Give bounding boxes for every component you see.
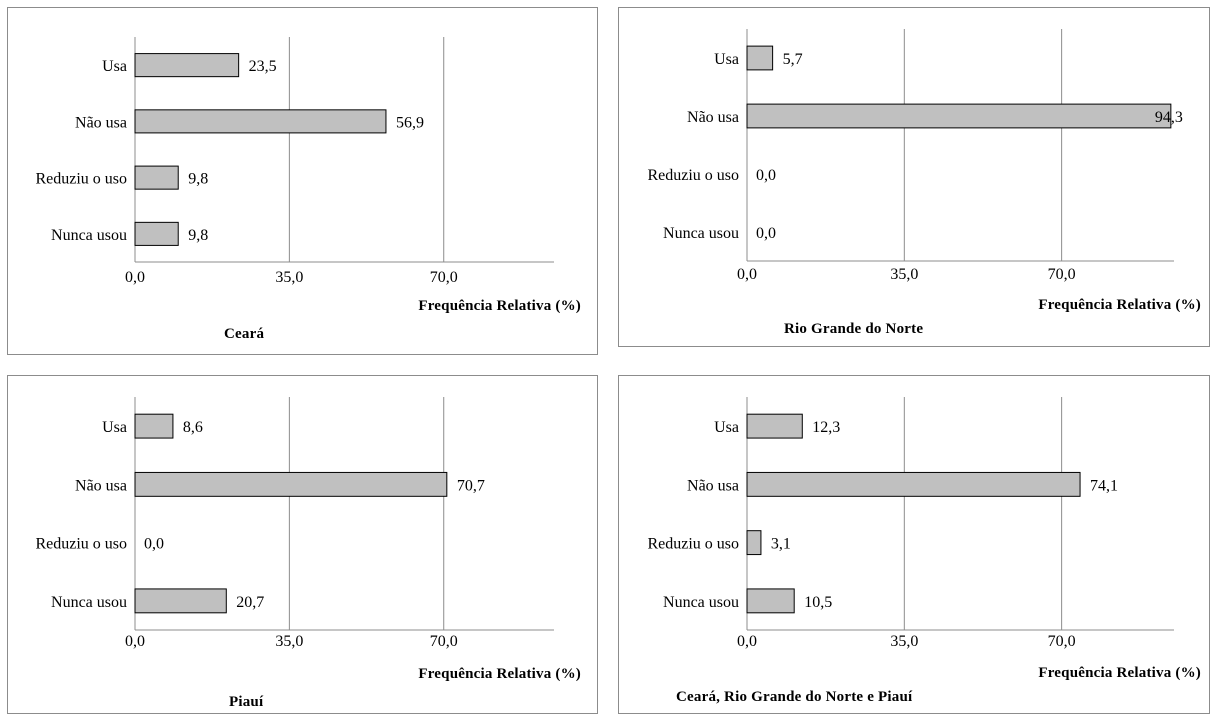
x-axis-title: Frequência Relativa (%): [1038, 665, 1201, 681]
category-label-reduziu-o-uso: Reduziu o uso: [647, 536, 739, 553]
x-tick-label-2: 35,0: [275, 633, 303, 650]
bar-nao-usa: [134, 109, 387, 134]
x-tick-label-1: 0,0: [737, 633, 757, 650]
bar-chart-rio-grande-do-norte: Usa 5,7 Não usa 94,3 Reduziu o uso 0,0 Nunca u…: [647, 29, 1201, 337]
x-tick-label-1: 0,0: [125, 633, 145, 650]
bar-reduziu-o-uso: [134, 165, 179, 190]
bar-chart-combined: Usa 12,3 Não usa 74,1 Reduziu o uso 3,1 Nunca …: [647, 397, 1201, 705]
value-label-nunca-usou: 20,7: [236, 594, 264, 611]
bar-nao-usa: [746, 103, 1172, 129]
x-axis-title: Frequência Relativa (%): [418, 666, 581, 682]
chart-panel-rio-grande-do-norte: Usa 5,7 Não usa 94,3 Reduziu o uso 0,0 Nunca u…: [618, 7, 1210, 347]
category-label-usa: Usa: [102, 58, 127, 75]
value-label-nunca-usou: 9,8: [188, 227, 208, 244]
chart-panel-combined: Usa 12,3 Não usa 74,1 Reduziu o uso 3,1 Nunca …: [618, 375, 1210, 714]
value-label-nao-usa: 70,7: [457, 477, 485, 494]
x-tick-label-3: 70,0: [1048, 633, 1076, 650]
value-label-nao-usa: 94,3: [1155, 109, 1183, 126]
category-label-reduziu-o-uso: Reduziu o uso: [35, 171, 127, 188]
x-tick-label-2: 35,0: [890, 266, 918, 283]
value-label-usa: 12,3: [812, 419, 840, 436]
chart-title: Piauí: [229, 694, 264, 710]
bar-nao-usa: [746, 471, 1081, 497]
category-label-usa: Usa: [102, 419, 127, 436]
value-label-reduziu-o-uso: 3,1: [771, 536, 791, 553]
category-label-usa: Usa: [714, 51, 739, 68]
category-label-nunca-usou: Nunca usou: [51, 227, 127, 244]
value-label-reduziu-o-uso: 0,0: [144, 536, 164, 553]
value-label-nao-usa: 56,9: [396, 114, 424, 131]
value-label-reduziu-o-uso: 9,8: [188, 171, 208, 188]
bar-usa: [134, 53, 240, 78]
value-label-nunca-usou: 10,5: [804, 594, 832, 611]
category-label-nao-usa: Não usa: [75, 114, 127, 131]
x-tick-label-2: 35,0: [890, 633, 918, 650]
x-tick-label-1: 0,0: [125, 269, 145, 286]
bar-nunca-usou: [134, 588, 227, 614]
x-tick-label-1: 0,0: [737, 266, 757, 283]
bar-nunca-usou: [746, 588, 795, 614]
category-label-reduziu-o-uso: Reduziu o uso: [647, 167, 739, 184]
chart-panel-piaui: Usa 8,6 Não usa 70,7 Reduziu o uso 0,0 Nunca u…: [7, 375, 598, 714]
value-label-usa: 5,7: [783, 51, 803, 68]
value-label-usa: 8,6: [183, 419, 203, 436]
category-label-nunca-usou: Nunca usou: [663, 594, 739, 611]
bar-reduziu-o-uso: [746, 530, 762, 556]
value-label-nunca-usou: 0,0: [756, 225, 776, 242]
category-label-nunca-usou: Nunca usou: [51, 594, 127, 611]
bar-usa: [746, 45, 774, 71]
category-label-reduziu-o-uso: Reduziu o uso: [35, 536, 127, 553]
category-label-nao-usa: Não usa: [75, 477, 127, 494]
x-tick-label-3: 70,0: [1048, 266, 1076, 283]
x-axis-title: Frequência Relativa (%): [418, 298, 581, 314]
bar-nao-usa: [134, 471, 448, 497]
value-label-reduziu-o-uso: 0,0: [756, 167, 776, 184]
chart-title: Rio Grande do Norte: [784, 321, 923, 337]
x-axis-title: Frequência Relativa (%): [1038, 297, 1201, 313]
category-label-nao-usa: Não usa: [687, 109, 739, 126]
category-label-nunca-usou: Nunca usou: [663, 225, 739, 242]
x-tick-label-2: 35,0: [275, 269, 303, 286]
bar-nunca-usou: [134, 221, 179, 246]
category-label-usa: Usa: [714, 419, 739, 436]
bar-chart-piaui: Usa 8,6 Não usa 70,7 Reduziu o uso 0,0 Nunca u…: [35, 397, 581, 710]
bar-usa: [746, 413, 803, 439]
x-tick-label-3: 70,0: [430, 633, 458, 650]
bar-chart-ceara: Usa 23,5 Não usa 56,9 Reduziu o uso 9,8 Nunca …: [35, 37, 581, 342]
chart-panel-ceara: Usa 23,5 Não usa 56,9 Reduziu o uso 9,8 Nunca …: [7, 7, 598, 355]
x-tick-label-3: 70,0: [430, 269, 458, 286]
value-label-nao-usa: 74,1: [1090, 477, 1118, 494]
category-label-nao-usa: Não usa: [687, 477, 739, 494]
chart-title: Ceará, Rio Grande do Norte e Piauí: [676, 689, 913, 705]
bar-usa: [134, 413, 174, 439]
chart-title: Ceará: [224, 326, 264, 342]
value-label-usa: 23,5: [249, 58, 277, 75]
